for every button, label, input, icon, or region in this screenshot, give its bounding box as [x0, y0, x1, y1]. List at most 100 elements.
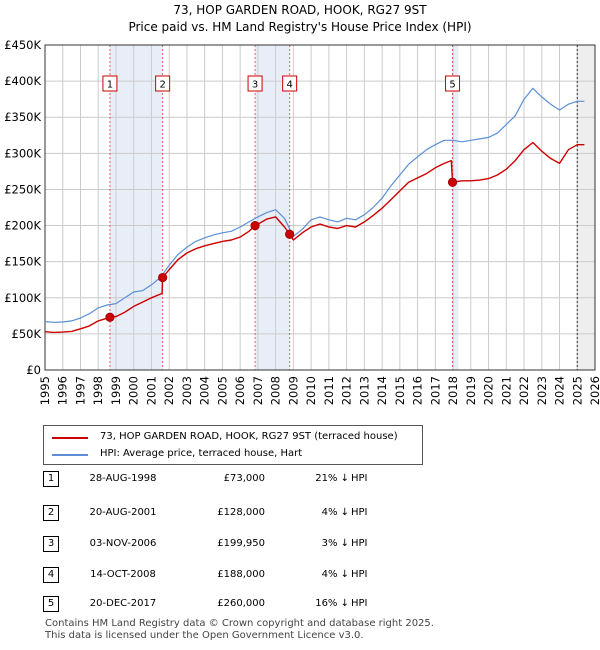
- x-tick-label: 1996: [56, 376, 70, 405]
- x-tick-label: 2020: [482, 376, 496, 405]
- x-tick-label: 2006: [233, 376, 247, 405]
- footer-copyright: Contains HM Land Registry data © Crown c…: [45, 618, 434, 629]
- x-tick-label: 2014: [375, 376, 389, 405]
- x-tick-label: 2009: [286, 376, 300, 405]
- legend-label-hpi: HPI: Average price, terraced house, Hart: [100, 448, 303, 459]
- x-tick-label: 2017: [428, 376, 442, 405]
- chart-axes: £0 £50K £100K £150K £200K £250K £300K £350K £400…: [4, 38, 600, 405]
- sale-point: [285, 229, 295, 239]
- sale-markers: 1 2 3 4 5: [102, 75, 461, 322]
- chart-legend: 73, HOP GARDEN ROAD, HOOK, RG27 9ST (ter…: [43, 425, 423, 465]
- table-row: 5 20-DEC-2017 £260,000 16% ↓ HPI: [43, 596, 583, 616]
- chart-title: 73, HOP GARDEN ROAD, HOOK, RG27 9ST: [173, 3, 427, 17]
- sale-hpi-label: HPI: [351, 598, 368, 609]
- sale-number-box: [247, 75, 263, 92]
- sale-date: 28-AUG-1998: [89, 473, 157, 484]
- x-tick-label: 2023: [535, 376, 549, 405]
- table-row: 4 14-OCT-2008 £188,000 4% ↓ HPI: [43, 567, 583, 587]
- x-tick-label: 2007: [251, 376, 265, 405]
- sale-price: £188,000: [217, 569, 265, 580]
- sale-number-label: 1: [107, 80, 113, 91]
- sale-date: 14-OCT-2008: [90, 569, 156, 580]
- sale-hpi-diff: 16% ↓: [315, 598, 349, 609]
- x-tick-label: 1995: [38, 376, 52, 405]
- chart-subtitle: Price paid vs. HM Land Registry's House …: [128, 20, 471, 34]
- sale-number-box: [102, 75, 118, 92]
- chart-series: [44, 87, 585, 334]
- x-tick-label: 2018: [446, 376, 460, 405]
- sale-number-label: 4: [286, 80, 292, 91]
- y-tick-label: £200K: [4, 219, 41, 233]
- x-tick-label: 2015: [393, 376, 407, 405]
- sale-hpi-diff: 4% ↓: [321, 507, 349, 518]
- x-tick-label: 2005: [215, 376, 229, 405]
- x-tick-label: 2002: [162, 376, 176, 405]
- sale-hpi-diff: 21% ↓: [315, 473, 349, 484]
- y-tick-label: £150K: [4, 255, 41, 269]
- footer-licence: This data is licensed under the Open Gov…: [45, 630, 364, 641]
- sale-number-box: [282, 75, 298, 92]
- y-tick-label: £300K: [4, 146, 41, 160]
- table-row: 1 28-AUG-1998 £73,000 21% ↓ HPI: [43, 471, 583, 491]
- sale-number: 3: [43, 536, 59, 552]
- x-tick-label: 2024: [553, 376, 567, 405]
- sale-hpi-diff: 3% ↓: [321, 538, 349, 549]
- sale-number: 1: [43, 471, 59, 487]
- y-tick-label: £250K: [4, 182, 41, 196]
- sale-price: £128,000: [217, 507, 265, 518]
- y-tick-label: £0: [26, 363, 41, 377]
- x-tick-label: 2019: [464, 376, 478, 405]
- sale-number: 2: [43, 505, 59, 521]
- x-tick-label: 2026: [588, 376, 600, 405]
- sale-number-label: 3: [252, 80, 258, 91]
- sale-point: [105, 312, 115, 322]
- sale-hpi-label: HPI: [351, 473, 368, 484]
- ownership-band: [255, 45, 290, 370]
- sale-hpi-label: HPI: [351, 569, 368, 580]
- y-tick-label: £50K: [12, 327, 42, 341]
- x-tick-label: 2010: [304, 376, 318, 405]
- sale-number-label: 2: [159, 80, 165, 91]
- legend-label-property: 73, HOP GARDEN ROAD, HOOK, RG27 9ST (ter…: [100, 431, 398, 442]
- sale-date: 03-NOV-2006: [89, 538, 157, 549]
- x-tick-label: 2008: [269, 376, 283, 405]
- property-series-line: [44, 141, 585, 334]
- x-tick-label: 2013: [357, 376, 371, 405]
- ownership-band: [452, 45, 459, 370]
- table-row: 3 03-NOV-2006 £199,950 3% ↓ HPI: [43, 536, 583, 556]
- sale-date: 20-DEC-2017: [89, 598, 157, 609]
- sale-number: 4: [43, 567, 59, 583]
- x-tick-label: 2025: [570, 376, 584, 405]
- sale-hpi-label: HPI: [351, 538, 368, 549]
- sale-number: 5: [43, 596, 59, 612]
- ownership-band: [109, 45, 163, 370]
- sale-price: £73,000: [223, 473, 265, 484]
- x-tick-label: 2021: [499, 376, 513, 405]
- y-tick-label: £100K: [4, 291, 41, 305]
- y-tick-label: £450K: [4, 38, 41, 52]
- sale-date: 20-AUG-2001: [89, 507, 157, 518]
- sale-number-box: [155, 75, 171, 92]
- hpi-series-line: [44, 87, 585, 323]
- plot-frame: [44, 44, 596, 371]
- x-tick-label: 1997: [73, 376, 87, 405]
- x-tick-label: 2004: [198, 376, 212, 405]
- sale-number-box: [445, 75, 461, 92]
- y-tick-label: £400K: [4, 74, 41, 88]
- shaded-periods: [109, 45, 595, 370]
- y-tick-label: £350K: [4, 110, 41, 124]
- x-tick-label: 2001: [144, 376, 158, 405]
- legend-swatch-property: [52, 437, 88, 439]
- x-tick-label: 2003: [180, 376, 194, 405]
- footer: Contains HM Land Registry data © Crown c…: [45, 618, 434, 642]
- table-row: 2 20-AUG-2001 £128,000 4% ↓ HPI: [43, 505, 583, 525]
- sale-point: [250, 220, 260, 231]
- sale-price: £260,000: [217, 598, 265, 609]
- x-tick-label: 2000: [127, 376, 141, 405]
- price-chart: £0 £50K £100K £150K £200K £250K £300K £350K £400…: [4, 3, 600, 405]
- x-tick-label: 2016: [411, 376, 425, 405]
- legend-swatch-hpi: [52, 454, 88, 456]
- sale-hpi-label: HPI: [351, 507, 368, 518]
- x-tick-label: 2011: [322, 376, 336, 405]
- sale-number-label: 5: [449, 80, 455, 91]
